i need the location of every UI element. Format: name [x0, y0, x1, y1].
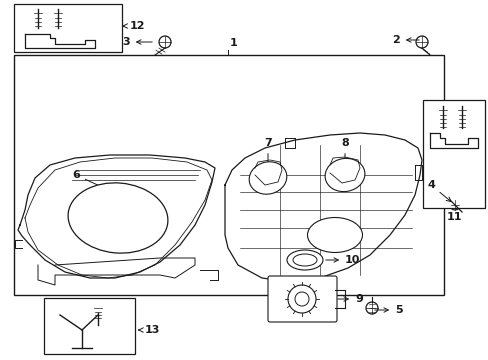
Bar — [44, 298, 135, 354]
Ellipse shape — [307, 217, 362, 252]
Ellipse shape — [292, 254, 316, 266]
Text: 13: 13 — [139, 325, 160, 335]
Bar — [14, 55, 443, 295]
Ellipse shape — [325, 158, 364, 192]
Text: 9: 9 — [337, 294, 362, 304]
FancyBboxPatch shape — [267, 276, 336, 322]
Text: 11: 11 — [446, 212, 461, 222]
Text: 2: 2 — [391, 35, 418, 45]
Text: 12: 12 — [123, 21, 145, 31]
Text: 7: 7 — [264, 138, 271, 168]
Bar — [422, 100, 484, 208]
Text: 8: 8 — [341, 138, 348, 164]
Text: 4: 4 — [426, 180, 450, 202]
Text: 10: 10 — [325, 255, 360, 265]
Ellipse shape — [286, 250, 323, 270]
Ellipse shape — [68, 183, 167, 253]
Text: 5: 5 — [374, 305, 402, 315]
Text: 1: 1 — [229, 38, 237, 48]
Bar — [14, 4, 122, 52]
Ellipse shape — [249, 162, 286, 194]
Text: 6: 6 — [72, 170, 126, 198]
Text: 3: 3 — [122, 37, 152, 47]
